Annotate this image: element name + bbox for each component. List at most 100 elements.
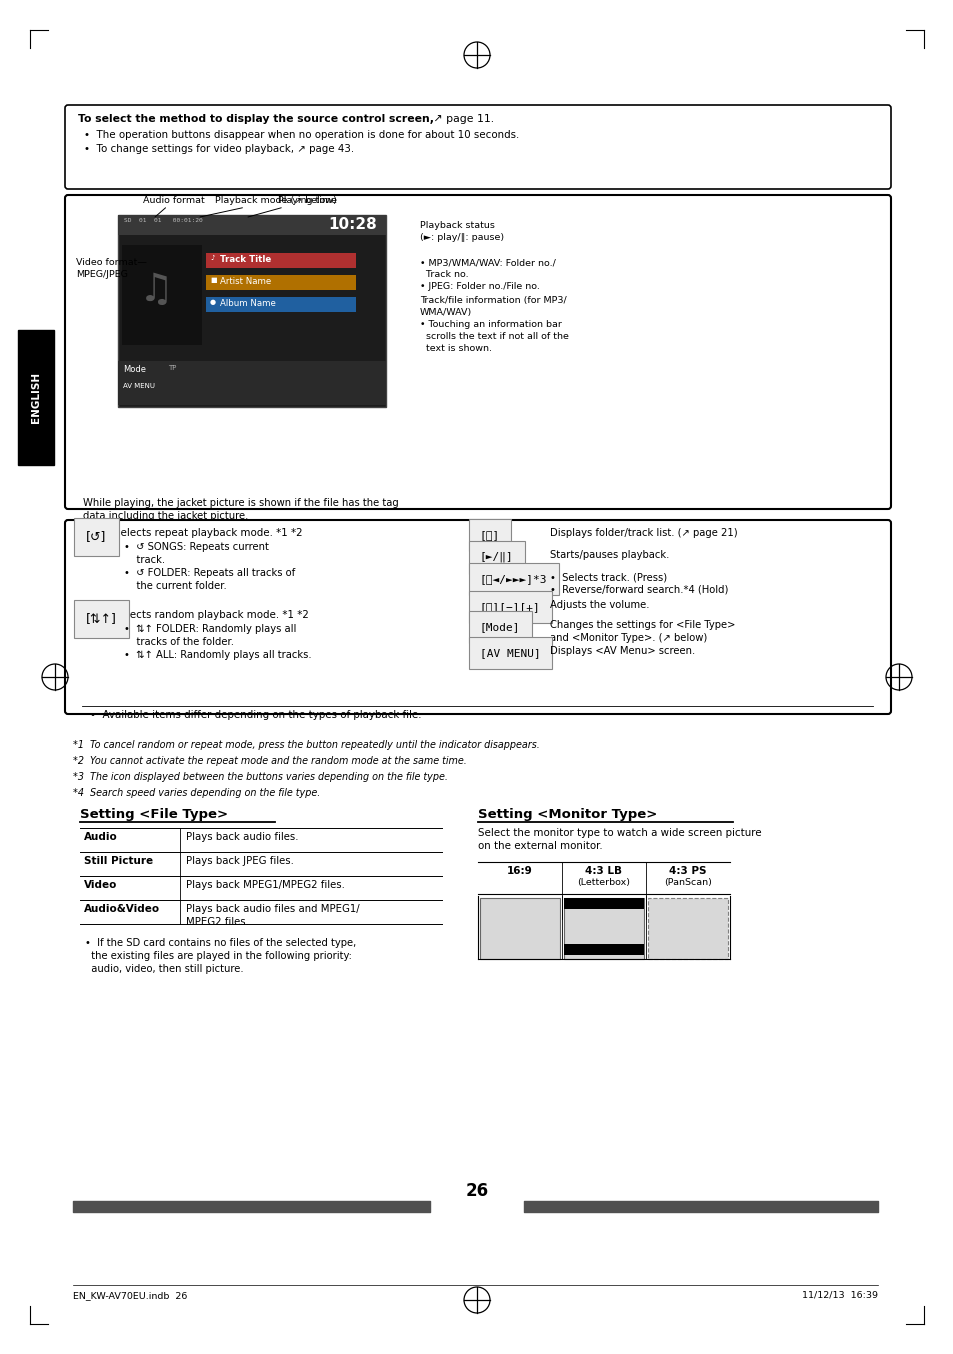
Text: ♫: ♫ [138,271,173,309]
Text: Video: Video [84,880,117,890]
Text: Starts/pauses playback.: Starts/pauses playback. [550,550,669,561]
Text: Setting <Monitor Type>: Setting <Monitor Type> [477,808,657,821]
Text: Audio&Video: Audio&Video [84,904,160,914]
Text: •  Available items differ depending on the types of playback file.: • Available items differ depending on th… [90,709,421,720]
Text: •  ⇅↑ FOLDER: Randomly plays all: • ⇅↑ FOLDER: Randomly plays all [124,624,296,634]
Text: Playing time: Playing time [248,196,336,217]
FancyBboxPatch shape [65,195,890,509]
Text: data including the jacket picture.: data including the jacket picture. [83,510,248,521]
Text: Plays back audio files and MPEG1/: Plays back audio files and MPEG1/ [186,904,359,914]
Bar [118,215,386,408]
Text: [►/‖]: [►/‖] [479,552,514,562]
Text: Changes the settings for <File Type>: Changes the settings for <File Type> [550,620,735,630]
Text: *1  To cancel random or repeat mode, press the button repeatedly until the indic: *1 To cancel random or repeat mode, pres… [73,741,539,750]
Text: Artist Name: Artist Name [220,278,271,286]
Text: [AV MENU]: [AV MENU] [479,649,540,658]
Text: (PanScan): (PanScan) [663,877,711,887]
Text: Playback mode (↗ below): Playback mode (↗ below) [200,196,336,217]
Text: Mode: Mode [123,366,146,374]
Text: Select the monitor type to watch a wide screen picture: Select the monitor type to watch a wide … [477,829,760,838]
Bar [563,898,643,909]
Text: [⇅↑]: [⇅↑] [86,612,117,626]
Text: *3  The icon displayed between the buttons varies depending on the file type.: *3 The icon displayed between the button… [73,772,447,783]
Text: Adjusts the volume.: Adjusts the volume. [550,600,649,611]
Text: [🔊][−][+]: [🔊][−][+] [479,603,540,612]
Text: MPEG/JPEG: MPEG/JPEG [76,269,128,279]
Text: *4  Search speed varies depending on the file type.: *4 Search speed varies depending on the … [73,788,320,798]
Text: ●: ● [210,299,216,305]
Text: • MP3/WMA/WAV: Folder no./: • MP3/WMA/WAV: Folder no./ [419,259,556,267]
Text: ↗ page 11.: ↗ page 11. [430,114,494,125]
Bar [563,944,643,955]
Bar [206,275,355,290]
FancyBboxPatch shape [65,106,890,190]
Text: track.: track. [124,555,165,565]
Text: the current folder.: the current folder. [124,581,227,590]
Text: • Touching an information bar: • Touching an information bar [419,320,561,329]
Text: WMA/WAV): WMA/WAV) [419,307,472,317]
Text: *2  You cannot activate the repeat mode and the random mode at the same time.: *2 You cannot activate the repeat mode a… [73,756,466,766]
Text: ■: ■ [210,278,216,283]
Bar [563,898,643,959]
FancyBboxPatch shape [65,520,890,714]
Text: [↺]: [↺] [86,529,107,543]
Text: and <Monitor Type>. (↗ below): and <Monitor Type>. (↗ below) [550,634,706,643]
Text: Plays back JPEG files.: Plays back JPEG files. [186,856,294,867]
Text: While playing, the jacket picture is shown if the file has the tag: While playing, the jacket picture is sho… [83,498,398,508]
Text: 11/12/13  16:39: 11/12/13 16:39 [801,1290,877,1300]
Text: Video format—: Video format— [76,259,147,267]
Text: •  To change settings for video playback, ↗ page 43.: • To change settings for video playback,… [84,144,354,154]
Text: (►: play/‖: pause): (►: play/‖: pause) [419,233,503,242]
Text: Displays folder/track list. (↗ page 21): Displays folder/track list. (↗ page 21) [550,528,737,538]
Text: 26: 26 [465,1182,488,1200]
FancyBboxPatch shape [18,330,54,464]
Text: [Mode]: [Mode] [479,621,520,632]
Text: 16:9: 16:9 [507,867,533,876]
Text: [⏮◄/►►►]*3: [⏮◄/►►►]*3 [479,574,547,584]
Text: •  ↺ SONGS: Repeats current: • ↺ SONGS: Repeats current [124,542,269,552]
Text: • JPEG: Folder no./File no.: • JPEG: Folder no./File no. [419,282,539,291]
Text: scrolls the text if not all of the: scrolls the text if not all of the [419,332,568,341]
Text: ENGLISH: ENGLISH [30,371,41,422]
Bar [479,898,559,959]
Text: MPEG2 files.: MPEG2 files. [186,917,249,927]
Text: Audio format: Audio format [143,196,205,217]
Bar [206,297,355,311]
Text: Plays back audio files.: Plays back audio files. [186,831,298,842]
Text: Album Name: Album Name [220,299,275,307]
Text: Track/file information (for MP3/: Track/file information (for MP3/ [419,297,566,305]
Text: Track Title: Track Title [220,255,271,264]
Text: the existing files are played in the following priority:: the existing files are played in the fol… [85,951,352,961]
Text: Track no.: Track no. [419,269,468,279]
Bar [122,245,202,345]
Text: AV MENU: AV MENU [123,383,154,389]
Text: text is shown.: text is shown. [419,344,492,353]
Text: •  ↺ FOLDER: Repeats all tracks of: • ↺ FOLDER: Repeats all tracks of [124,567,294,578]
Text: [🔍]: [🔍] [479,529,499,540]
Text: •  ⇅↑ ALL: Randomly plays all tracks.: • ⇅↑ ALL: Randomly plays all tracks. [124,650,312,659]
Text: tracks of the folder.: tracks of the folder. [124,636,233,647]
Bar [206,253,355,268]
Bar [647,898,727,959]
Text: ♪: ♪ [210,255,214,261]
Bar [118,362,386,405]
Text: SD  01  01   00:01:20: SD 01 01 00:01:20 [124,218,203,223]
Text: •  The operation buttons disappear when no operation is done for about 10 second: • The operation buttons disappear when n… [84,130,518,139]
Text: To select the method to display the source control screen,: To select the method to display the sour… [78,114,434,125]
Text: Still Picture: Still Picture [84,856,153,867]
Text: 10:28: 10:28 [328,217,376,232]
Text: Audio: Audio [84,831,117,842]
Bar [118,215,386,236]
Text: Plays back MPEG1/MPEG2 files.: Plays back MPEG1/MPEG2 files. [186,880,345,890]
Text: TP: TP [168,366,176,371]
Text: 4:3 PS: 4:3 PS [669,867,706,876]
Text: on the external monitor.: on the external monitor. [477,841,602,852]
Text: EN_KW-AV70EU.indb  26: EN_KW-AV70EU.indb 26 [73,1290,187,1300]
Text: •  Reverse/forward search.*4 (Hold): • Reverse/forward search.*4 (Hold) [550,585,727,594]
Text: Playback status: Playback status [419,221,495,230]
Text: •  If the SD card contains no files of the selected type,: • If the SD card contains no files of th… [85,938,355,948]
Text: 4:3 LB: 4:3 LB [585,867,622,876]
Text: Displays <AV Menu> screen.: Displays <AV Menu> screen. [550,646,695,655]
Text: Setting <File Type>: Setting <File Type> [80,808,228,821]
Text: (Letterbox): (Letterbox) [577,877,630,887]
